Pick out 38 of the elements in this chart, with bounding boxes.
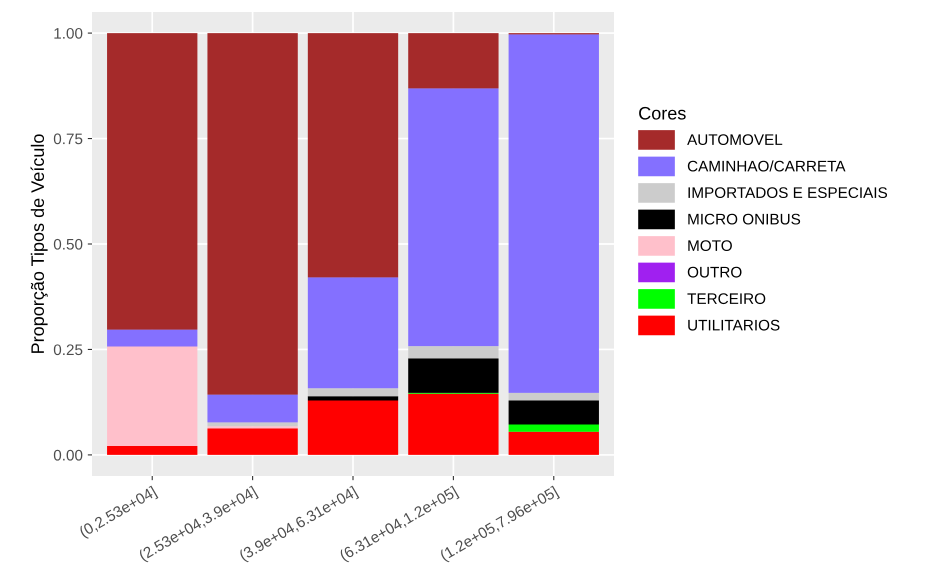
bar: [207, 33, 298, 395]
legend-label: TERCEIRO: [687, 293, 766, 304]
bar: [408, 358, 499, 393]
bar: [207, 422, 298, 426]
bar: [107, 346, 198, 446]
bar: [308, 277, 398, 388]
legend-label: MOTO: [688, 240, 732, 252]
bar: [107, 330, 198, 346]
legend-label: OUTRO: [688, 266, 742, 278]
y-tick-label: 1.00: [54, 28, 82, 39]
legend-label: UTILITARIOS: [688, 320, 780, 331]
bar: [408, 88, 499, 346]
bar: [107, 446, 198, 455]
bar: [408, 394, 499, 455]
bar: [508, 424, 599, 432]
y-tick-label: 0.75: [54, 133, 82, 144]
y-axis-title: Proporção Tipos de Veículo: [30, 134, 48, 353]
y-tick-label: 0.50: [54, 238, 82, 250]
bar: [207, 428, 298, 455]
bar: [508, 432, 599, 455]
bar: [308, 33, 398, 278]
bar: [207, 394, 298, 422]
legend-label: CAMINHAO/CARRETA: [688, 160, 846, 172]
y-tick-label: 0.00: [54, 450, 82, 461]
bar: [508, 392, 599, 400]
bar: [308, 396, 398, 400]
bar: [308, 388, 398, 396]
bar: [308, 400, 398, 455]
legend-label: AUTOMOVEL: [687, 134, 782, 146]
y-tick-label: 0.25: [54, 344, 82, 356]
bar: [408, 346, 499, 358]
legend-title: Cores: [639, 106, 686, 120]
bar: [508, 400, 599, 425]
legend-label: IMPORTADOS E ESPECIAIS: [688, 187, 888, 198]
bar: [508, 34, 599, 393]
bar: [107, 33, 198, 330]
legend-label: MICRO ONIBUS: [688, 214, 800, 225]
bar: [408, 33, 499, 88]
